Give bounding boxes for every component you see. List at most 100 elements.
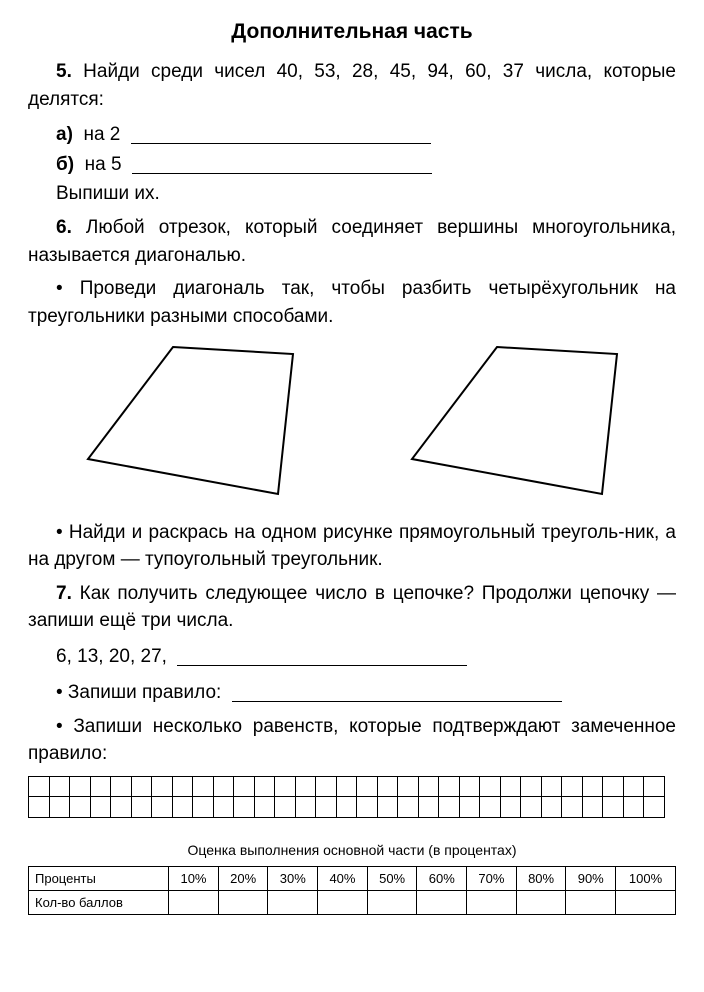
grid-cell[interactable] — [336, 797, 357, 818]
q5-a-blank[interactable] — [131, 123, 431, 144]
grid-cell[interactable] — [582, 797, 603, 818]
score-9[interactable] — [616, 890, 676, 914]
grid-cell[interactable] — [357, 776, 378, 797]
score-0[interactable] — [169, 890, 219, 914]
q7-seq: 6, 13, 20, 27, — [56, 641, 676, 671]
assess-row-percents: Проценты 10% 20% 30% 40% 50% 60% 70% 80%… — [29, 866, 676, 890]
grid-cell[interactable] — [459, 776, 480, 797]
grid-cell[interactable] — [152, 797, 173, 818]
assess-label-scores: Кол-во баллов — [29, 890, 169, 914]
assessment-title: Оценка выполнения основной части (в проц… — [28, 842, 676, 858]
q6-num: 6. — [56, 217, 72, 238]
grid-cell[interactable] — [193, 797, 214, 818]
grid-cell[interactable] — [521, 776, 542, 797]
grid-cell[interactable] — [152, 776, 173, 797]
score-7[interactable] — [516, 890, 566, 914]
q5-b-text: на 5 — [85, 154, 122, 175]
quad-poly-2 — [412, 347, 617, 494]
grid-cell[interactable] — [70, 776, 91, 797]
grid-cell[interactable] — [418, 776, 439, 797]
quadrilateral-1 — [63, 339, 318, 509]
grid-cell[interactable] — [336, 776, 357, 797]
grid-cell[interactable] — [131, 797, 152, 818]
grid-cell[interactable] — [623, 797, 644, 818]
grid-cell[interactable] — [500, 797, 521, 818]
grid-cell[interactable] — [90, 776, 111, 797]
grid-cell[interactable] — [316, 776, 337, 797]
score-6[interactable] — [467, 890, 517, 914]
grid-cell[interactable] — [172, 776, 193, 797]
score-3[interactable] — [318, 890, 368, 914]
grid-cell[interactable] — [500, 776, 521, 797]
grid-cell[interactable] — [234, 776, 255, 797]
grid-cell[interactable] — [90, 797, 111, 818]
grid-cell[interactable] — [111, 776, 132, 797]
q6-bullet1: • Проведи диагональ так, чтобы разбить ч… — [28, 275, 676, 330]
grid-cell[interactable] — [49, 797, 70, 818]
grid-cell[interactable] — [275, 776, 296, 797]
score-1[interactable] — [218, 890, 268, 914]
grid-cell[interactable] — [644, 797, 665, 818]
grid-cell[interactable] — [377, 797, 398, 818]
pct-8: 90% — [566, 866, 616, 890]
grid-cell[interactable] — [193, 776, 214, 797]
grid-cell[interactable] — [480, 797, 501, 818]
q7-text: 7. Как получить следующее число в цепочк… — [28, 580, 676, 635]
grid-cell[interactable] — [295, 797, 316, 818]
grid-cell[interactable] — [357, 797, 378, 818]
grid-cell[interactable] — [213, 776, 234, 797]
score-5[interactable] — [417, 890, 467, 914]
grid-cell[interactable] — [439, 797, 460, 818]
score-2[interactable] — [268, 890, 318, 914]
grid-cell[interactable] — [213, 797, 234, 818]
grid-cell[interactable] — [111, 797, 132, 818]
grid-cell[interactable] — [316, 797, 337, 818]
grid-cell[interactable] — [29, 797, 50, 818]
grid-cell[interactable] — [172, 797, 193, 818]
grid-cell[interactable] — [254, 797, 275, 818]
grid-cell[interactable] — [562, 797, 583, 818]
grid-cell[interactable] — [480, 776, 501, 797]
q7-eq: • Запиши несколько равенств, которые под… — [28, 713, 676, 768]
grid-cell[interactable] — [254, 776, 275, 797]
grid-cell[interactable] — [459, 797, 480, 818]
grid-cell[interactable] — [623, 776, 644, 797]
grid-cell[interactable] — [29, 776, 50, 797]
grid-cell[interactable] — [295, 776, 316, 797]
assess-label-percents: Проценты — [29, 866, 169, 890]
score-8[interactable] — [566, 890, 616, 914]
q5-text: 5. Найди среди чисел 40, 53, 28, 45, 94,… — [28, 58, 676, 113]
grid-cell[interactable] — [234, 797, 255, 818]
grid-cell[interactable] — [418, 797, 439, 818]
grid-cell[interactable] — [582, 776, 603, 797]
q7-body: Как получить следующее число в цепочке? … — [28, 583, 676, 632]
pct-4: 50% — [367, 866, 417, 890]
grid-cell[interactable] — [603, 797, 624, 818]
grid-cell[interactable] — [70, 797, 91, 818]
grid-cell[interactable] — [398, 797, 419, 818]
q7-seq-blank[interactable] — [177, 645, 467, 666]
grid-cell[interactable] — [49, 776, 70, 797]
grid-cell[interactable] — [603, 776, 624, 797]
grid-cell[interactable] — [521, 797, 542, 818]
grid-cell[interactable] — [377, 776, 398, 797]
grid-cell[interactable] — [562, 776, 583, 797]
grid-cell[interactable] — [439, 776, 460, 797]
q5-b-blank[interactable] — [132, 153, 432, 174]
grid-cell[interactable] — [541, 797, 562, 818]
pct-2: 30% — [268, 866, 318, 890]
quad-poly-1 — [88, 347, 293, 494]
q5-body: Найди среди чисел 40, 53, 28, 45, 94, 60… — [28, 61, 676, 110]
assessment-table: Проценты 10% 20% 30% 40% 50% 60% 70% 80%… — [28, 866, 676, 915]
grid-cell[interactable] — [644, 776, 665, 797]
q7-seq-text: 6, 13, 20, 27, — [56, 646, 167, 667]
pct-5: 60% — [417, 866, 467, 890]
pct-7: 80% — [516, 866, 566, 890]
grid-cell[interactable] — [131, 776, 152, 797]
grid-cell[interactable] — [541, 776, 562, 797]
answer-grid[interactable] — [28, 776, 665, 818]
score-4[interactable] — [367, 890, 417, 914]
grid-cell[interactable] — [275, 797, 296, 818]
q7-rule-blank[interactable] — [232, 681, 562, 702]
grid-cell[interactable] — [398, 776, 419, 797]
